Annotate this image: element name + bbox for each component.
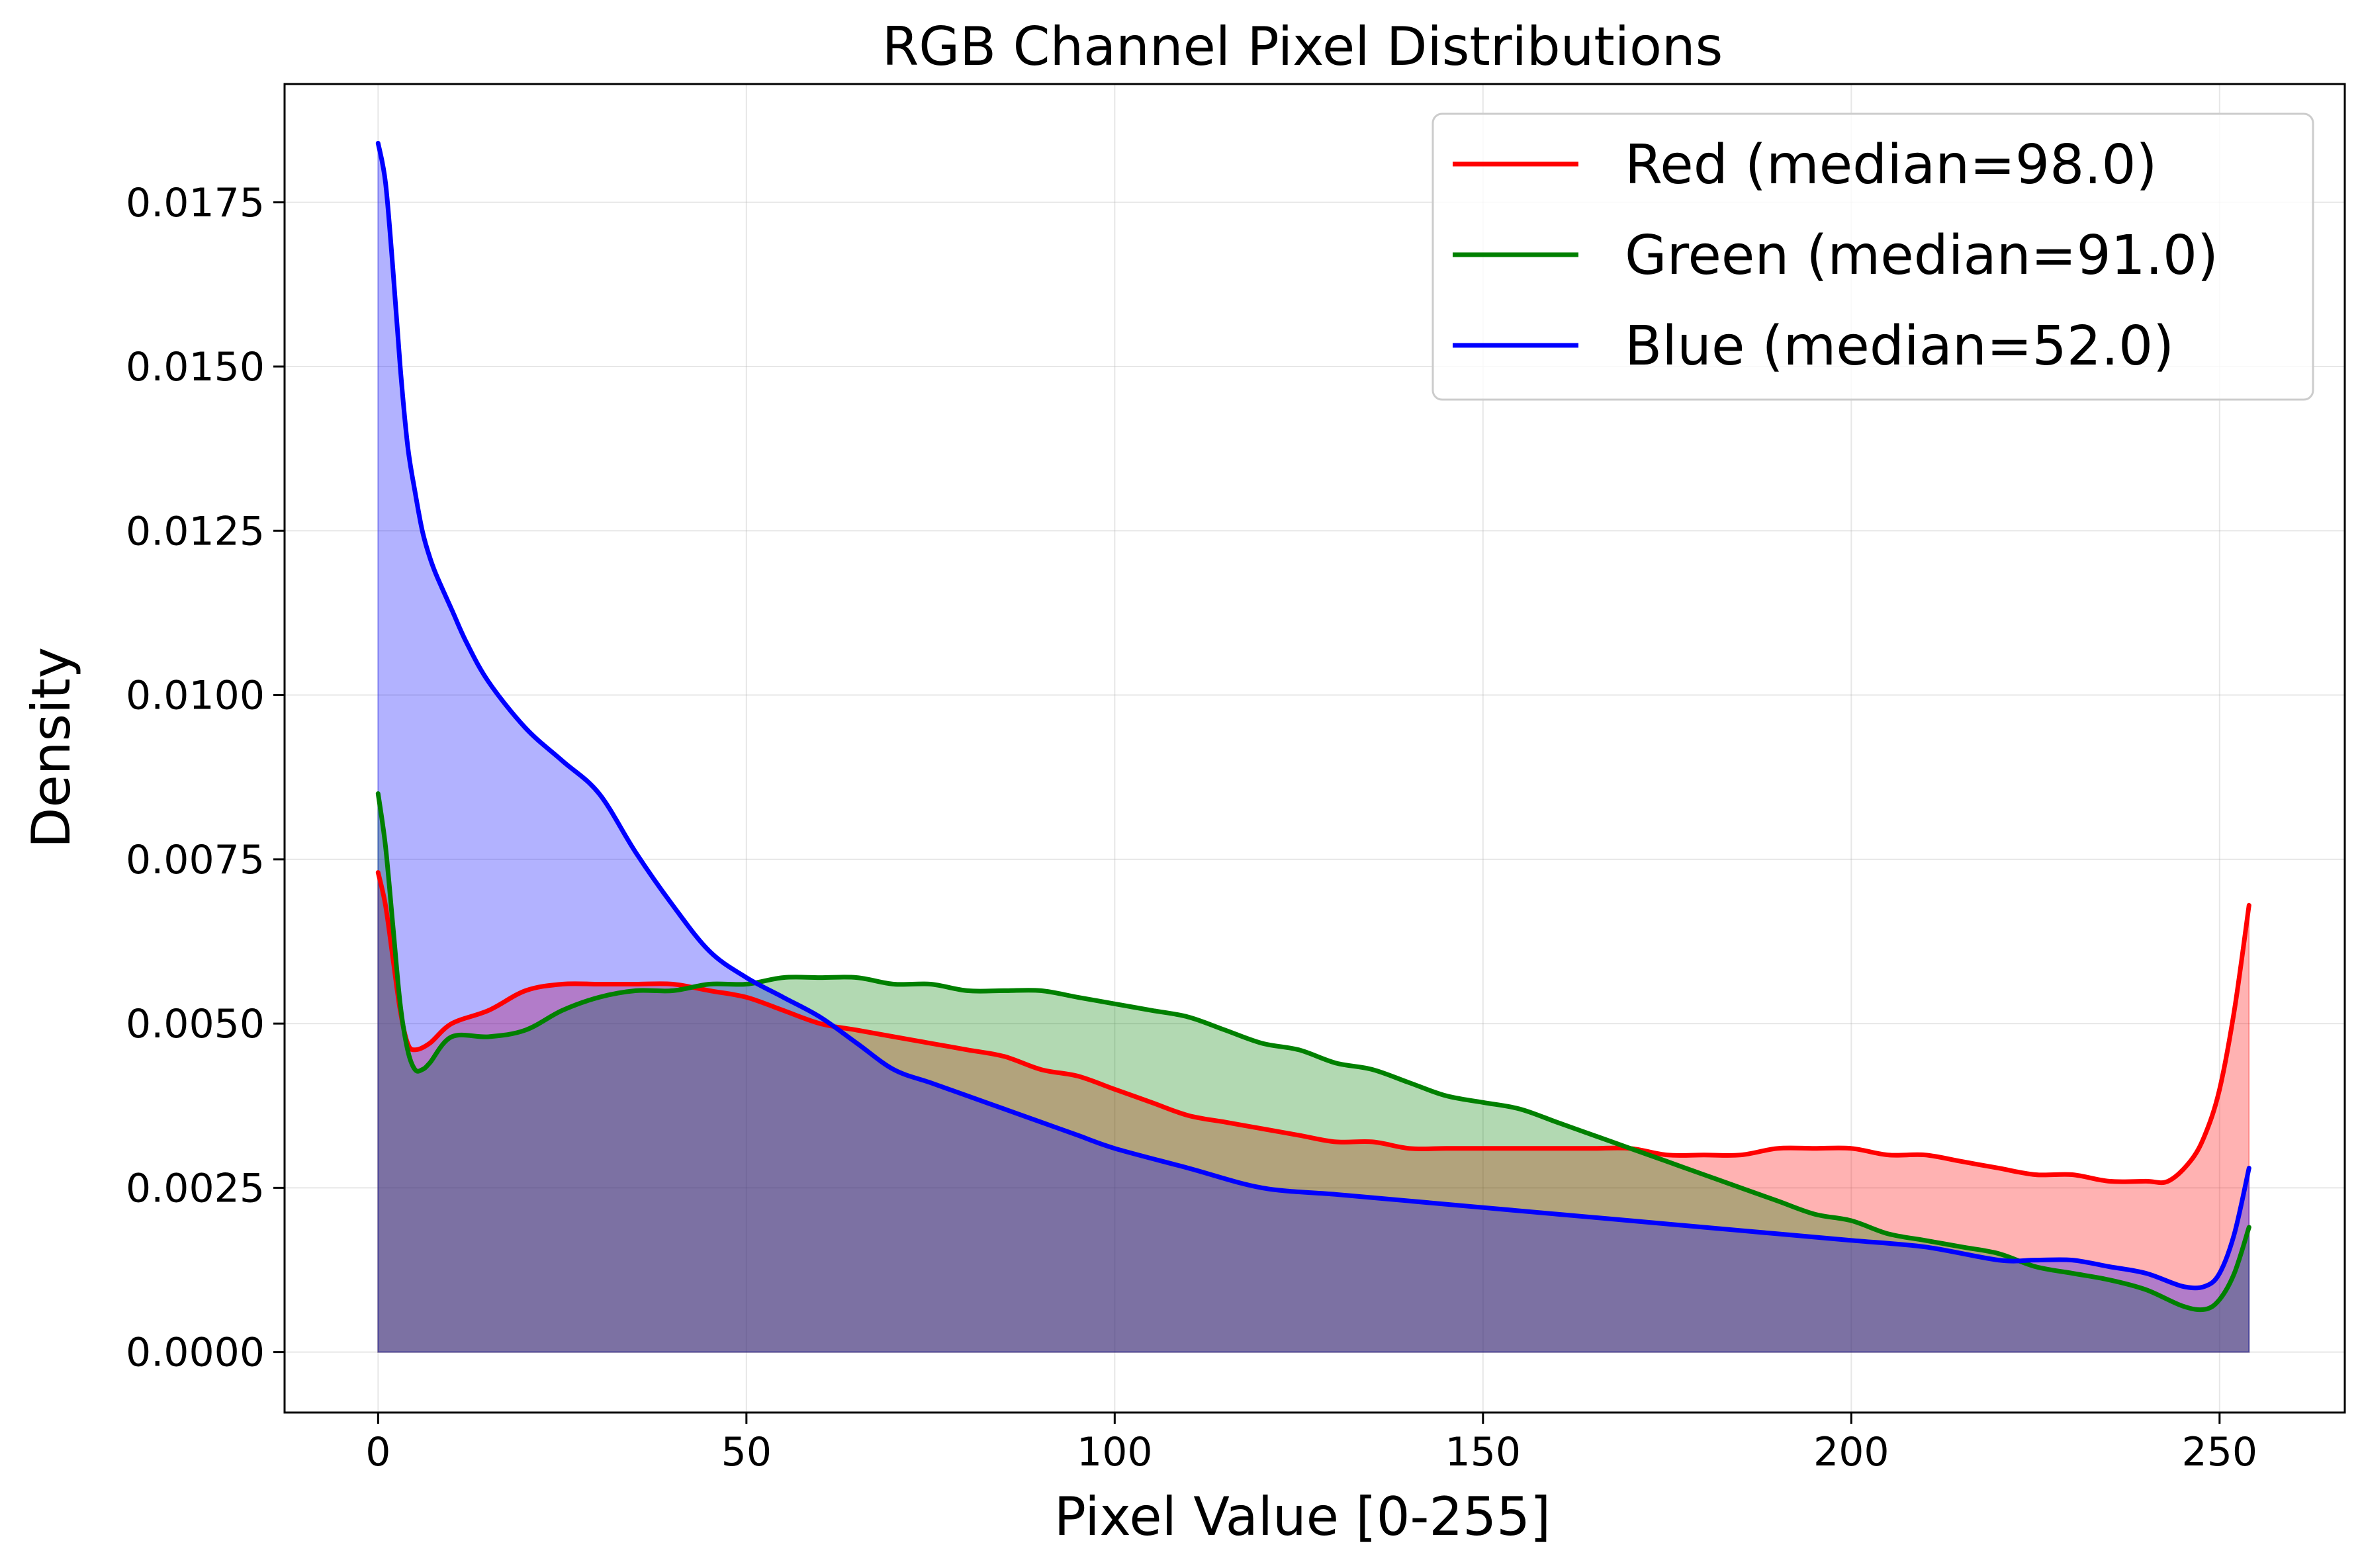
legend-label-green: Green (median=91.0) bbox=[1625, 224, 2218, 287]
line-green bbox=[375, 791, 2251, 1313]
y-tick-label: 0.0150 bbox=[126, 344, 265, 390]
line-blue bbox=[375, 140, 2251, 1291]
x-tick-label: 250 bbox=[2182, 1429, 2258, 1475]
line-red bbox=[375, 870, 2251, 1186]
x-tick-label: 150 bbox=[1445, 1429, 1522, 1475]
x-axis-label: Pixel Value [0-255] bbox=[1054, 1486, 1551, 1547]
y-tick-label: 0.0050 bbox=[126, 1001, 265, 1047]
legend-frame bbox=[1431, 112, 2314, 401]
x-tick-label: 0 bbox=[365, 1429, 390, 1475]
y-axis-ticks: 0.0000 0.0025 0.0050 0.0075 0.0100 0.0125 0.01… bbox=[126, 180, 285, 1376]
y-tick-label: 0.0025 bbox=[126, 1165, 265, 1211]
y-tick-label: 0.0075 bbox=[126, 837, 265, 883]
legend: Red (median=98.0) Green (median=91.0) Blue… bbox=[1431, 112, 2314, 401]
x-axis-ticks: 0 50 100 150 200 250 bbox=[365, 1413, 2257, 1475]
series-lines bbox=[375, 140, 2251, 1313]
legend-label-red: Red (median=98.0) bbox=[1625, 134, 2158, 196]
x-tick-label: 200 bbox=[1813, 1429, 1889, 1475]
y-tick-label: 0.0175 bbox=[126, 180, 265, 226]
x-tick-label: 100 bbox=[1077, 1429, 1153, 1475]
y-tick-label: 0.0000 bbox=[126, 1330, 265, 1376]
x-tick-label: 50 bbox=[721, 1429, 772, 1475]
plot-frame bbox=[283, 83, 2346, 1414]
y-tick-label: 0.0125 bbox=[126, 508, 265, 554]
y-axis-label: Density bbox=[21, 647, 82, 848]
y-tick-label: 0.0100 bbox=[126, 673, 265, 719]
chart-title: RGB Channel Pixel Distributions bbox=[882, 16, 1723, 77]
grid bbox=[285, 84, 2345, 1413]
legend-label-blue: Blue (median=52.0) bbox=[1625, 315, 2174, 378]
